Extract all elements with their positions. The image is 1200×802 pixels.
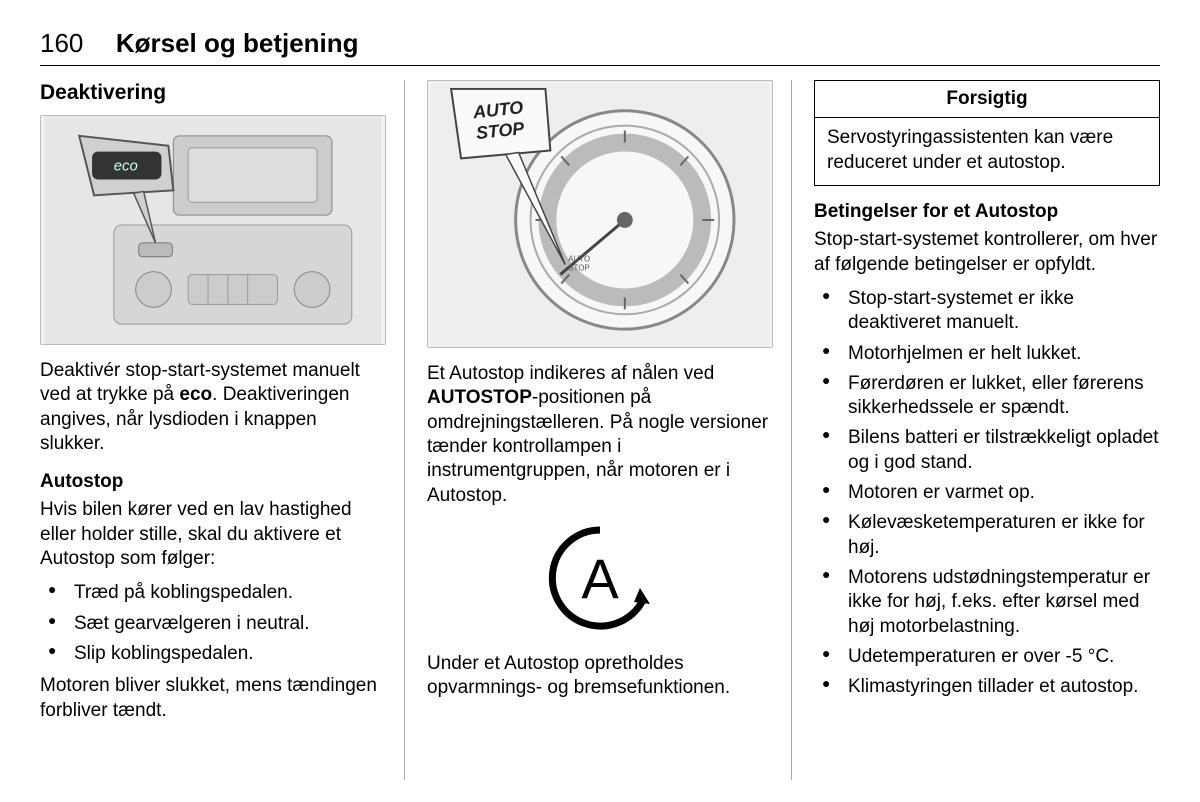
- heading-deactivation: Deaktivering: [40, 80, 386, 107]
- column-2: AUTO STOP AUTO STOP Et Autostop indikere…: [427, 80, 792, 780]
- list-item: Slip koblingspedalen.: [40, 642, 386, 666]
- eco-label: eco: [114, 158, 138, 174]
- list-item: Kølevæsketemperaturen er ikke for høj.: [814, 511, 1160, 560]
- list-item: Sæt gearvælgeren i neutral.: [40, 612, 386, 636]
- eco-dashboard-svg: eco: [41, 116, 385, 344]
- paragraph-autostop-intro: Hvis bilen kører ved en lav hastighed el…: [40, 498, 386, 571]
- figure-tachometer: AUTO STOP AUTO STOP: [427, 80, 773, 348]
- column-1: Deaktivering eco: [40, 80, 405, 780]
- page-header: 160 Kørsel og betjening: [40, 28, 1160, 66]
- paragraph-gauge: Et Autostop indikeres af nålen ved AUTOS…: [427, 362, 773, 508]
- content-columns: Deaktivering eco: [40, 80, 1160, 780]
- list-item: Motorens udstødningstemperatur er ikke f…: [814, 566, 1160, 639]
- svg-text:A: A: [581, 547, 619, 610]
- figure-eco-dashboard: eco: [40, 115, 386, 345]
- paragraph-heating: Under et Autostop opretholdes opvarmning…: [427, 652, 773, 701]
- eco-bold: eco: [179, 384, 212, 405]
- column-3: Forsigtig Servostyringassistenten kan væ…: [814, 80, 1160, 780]
- svg-text:AUTO: AUTO: [568, 255, 590, 264]
- svg-text:STOP: STOP: [568, 264, 589, 273]
- caution-body: Servostyringassistenten kan være reducer…: [815, 118, 1159, 185]
- heading-conditions: Betingelser for et Autostop: [814, 200, 1160, 224]
- list-item: Træd på koblingspedalen.: [40, 581, 386, 605]
- caution-box: Forsigtig Servostyringassistenten kan væ…: [814, 80, 1160, 186]
- list-item: Motoren er varmet op.: [814, 481, 1160, 505]
- caution-title: Forsigtig: [815, 81, 1159, 118]
- text: Et Autostop indikeres af nålen ved: [427, 363, 714, 384]
- paragraph-deactivate: Deaktivér stop-start-systemet manuelt ve…: [40, 359, 386, 456]
- list-item: Udetemperaturen er over -5 °C.: [814, 645, 1160, 669]
- paragraph-engine-off: Motoren bliver slukket, mens tændingen f…: [40, 674, 386, 723]
- tachometer-svg: AUTO STOP AUTO STOP: [428, 81, 772, 347]
- header-title: Kørsel og betjening: [116, 28, 359, 59]
- autostop-a-icon: A: [427, 518, 773, 638]
- heading-autostop: Autostop: [40, 470, 386, 494]
- list-item: Klimastyringen tillader et autostop.: [814, 675, 1160, 699]
- autostop-steps-list: Træd på koblingspedalen. Sæt gearvælgere…: [40, 581, 386, 666]
- list-item: Stop-start-systemet er ikke deaktiveret …: [814, 287, 1160, 336]
- paragraph-conditions-intro: Stop-start-systemet kontrollerer, om hve…: [814, 228, 1160, 277]
- conditions-list: Stop-start-systemet er ikke deaktiveret …: [814, 287, 1160, 700]
- list-item: Motorhjelmen er helt lukket.: [814, 342, 1160, 366]
- page-number: 160: [40, 28, 83, 59]
- list-item: Bilens batteri er tilstrækkeligt opladet…: [814, 426, 1160, 475]
- autostop-bold: AUTOSTOP: [427, 387, 532, 408]
- list-item: Førerdøren er lukket, eller førerens sik…: [814, 372, 1160, 421]
